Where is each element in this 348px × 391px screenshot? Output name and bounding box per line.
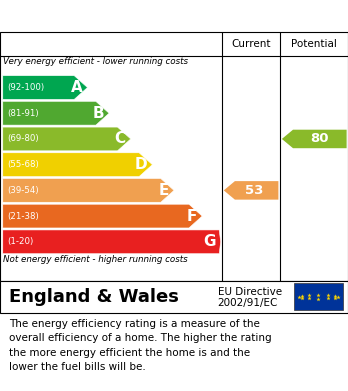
Text: (39-54): (39-54) <box>7 186 39 195</box>
Text: (69-80): (69-80) <box>7 135 39 143</box>
Text: 80: 80 <box>310 133 329 145</box>
Text: F: F <box>187 208 197 224</box>
Text: (1-20): (1-20) <box>7 237 33 246</box>
Text: A: A <box>70 80 82 95</box>
Text: Very energy efficient - lower running costs: Very energy efficient - lower running co… <box>3 57 189 66</box>
Text: (92-100): (92-100) <box>7 83 44 92</box>
Bar <box>294 283 343 310</box>
Text: C: C <box>114 131 126 147</box>
Polygon shape <box>3 230 221 254</box>
Text: 2002/91/EC: 2002/91/EC <box>218 298 278 308</box>
Text: 53: 53 <box>245 184 264 197</box>
Text: B: B <box>92 106 104 121</box>
Text: EU Directive: EU Directive <box>218 287 282 297</box>
Text: Energy Efficiency Rating: Energy Efficiency Rating <box>9 7 249 25</box>
Polygon shape <box>3 101 109 125</box>
Text: Not energy efficient - higher running costs: Not energy efficient - higher running co… <box>3 255 188 264</box>
Polygon shape <box>3 179 174 202</box>
Text: Current: Current <box>231 39 271 49</box>
Text: England & Wales: England & Wales <box>9 288 179 306</box>
Polygon shape <box>3 153 152 176</box>
Polygon shape <box>3 75 87 99</box>
Polygon shape <box>282 130 347 148</box>
Polygon shape <box>3 204 202 228</box>
Polygon shape <box>224 181 278 200</box>
Text: G: G <box>203 234 215 249</box>
Text: (81-91): (81-91) <box>7 109 39 118</box>
Polygon shape <box>3 127 131 151</box>
Text: E: E <box>158 183 169 198</box>
Text: Potential: Potential <box>291 39 337 49</box>
Text: The energy efficiency rating is a measure of the
overall efficiency of a home. T: The energy efficiency rating is a measur… <box>9 319 271 372</box>
Text: (55-68): (55-68) <box>7 160 39 169</box>
Text: D: D <box>135 157 147 172</box>
Text: (21-38): (21-38) <box>7 212 39 221</box>
